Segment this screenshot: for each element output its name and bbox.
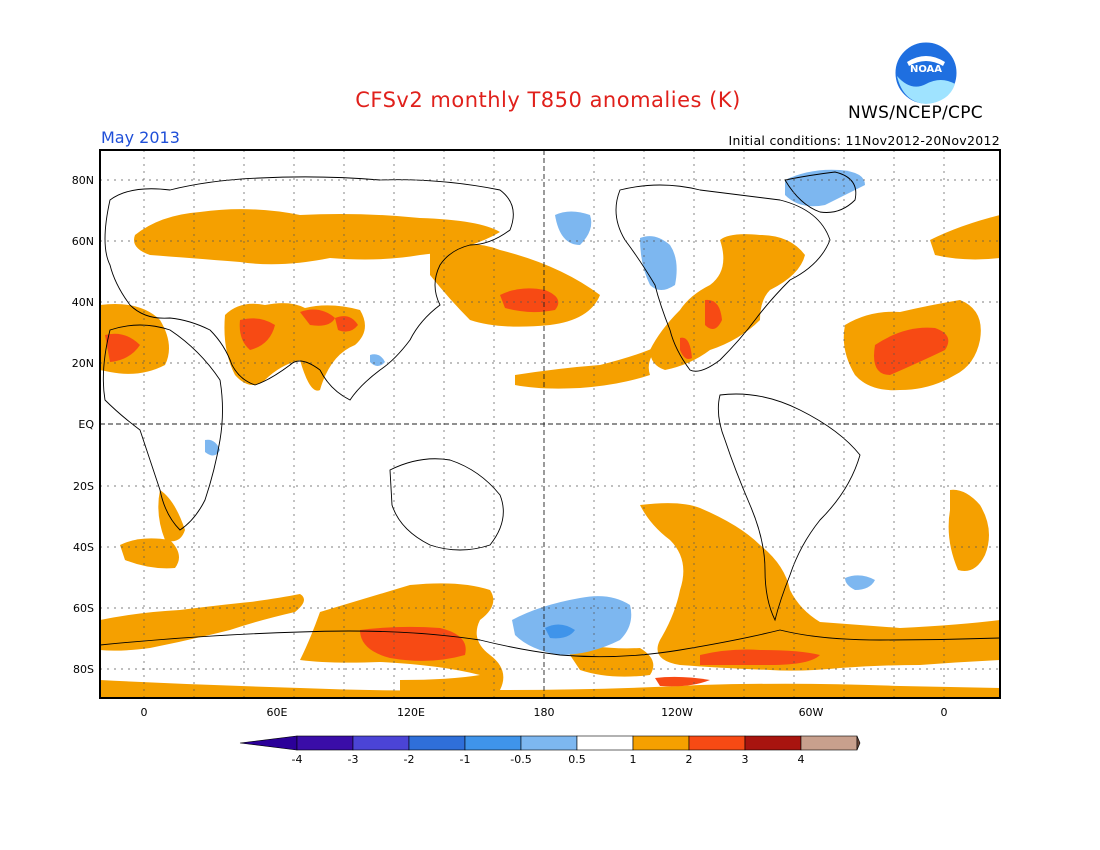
lat-label-60s: 60S [73,602,94,615]
lat-label-20n: 20N [72,357,94,370]
colorbar-cell [408,735,466,751]
lat-label-80s: 80S [73,663,94,676]
lon-label-0-right: 0 [941,706,948,719]
colorbar-cell [464,735,522,751]
colorbar-cell [632,735,690,751]
longitude-labels: 0 60E 120E 180 120W 60W 0 [141,706,948,719]
lon-label-60e: 60E [267,706,288,719]
lat-label-80n: 80N [72,174,94,187]
anomaly-map: 80N 60N 40N 20N EQ 20S 40S 60S 80S 0 60E… [72,149,1001,719]
colorbar-cell [520,735,578,751]
colorbar-cell [744,735,802,751]
lon-label-180: 180 [534,706,555,719]
lon-label-60w: 60W [799,706,824,719]
colorbar-cell [296,735,354,751]
lat-label-40s: 40S [73,541,94,554]
valid-month-label: May 2013 [101,128,180,147]
initial-conditions-label: Initial conditions: 11Nov2012-20Nov2012 [728,133,1000,148]
chart-title: CFSv2 monthly T850 anomalies (K) [355,88,741,112]
colorbar-max-arrow [856,735,861,751]
colorbar-cell [576,735,634,751]
colorbar-tick-label: -2 [404,753,415,766]
colorbar-cell [352,735,410,751]
colorbar-tick-label: -4 [292,753,303,766]
equator-dateline [100,150,1000,698]
lat-label-eq: EQ [78,418,94,431]
colorbar-cell [800,735,858,751]
strong-negative-anomaly-regions [545,624,575,639]
colorbar-cell [688,735,746,751]
colorbar-tick-label: 1 [630,753,637,766]
colorbar-tick-label: 0.5 [568,753,586,766]
colorbar-tick-label: 4 [798,753,805,766]
lat-label-60n: 60N [72,235,94,248]
lon-label-120w: 120W [661,706,693,719]
negative-anomaly-regions [205,169,875,655]
strong-positive-anomaly-regions [105,288,949,687]
noaa-logo: NOAA [894,41,958,105]
organization-label: NWS/NCEP/CPC [848,103,983,123]
colorbar-tick-label: -3 [348,753,359,766]
lon-label-0-left: 0 [141,706,148,719]
latitude-labels: 80N 60N 40N 20N EQ 20S 40S 60S 80S [72,174,95,676]
colorbar-tick-label: -1 [460,753,471,766]
colorbar-min-arrow [239,735,298,751]
colorbar-tick-label: 3 [742,753,749,766]
lat-label-20s: 20S [73,480,94,493]
map-frame [99,149,1001,699]
colorbar-tick-label: -0.5 [510,753,531,766]
lat-label-40n: 40N [72,296,94,309]
lon-label-120e: 120E [397,706,425,719]
colorbar-tick-label: 2 [686,753,693,766]
logo-text: NOAA [910,64,942,75]
